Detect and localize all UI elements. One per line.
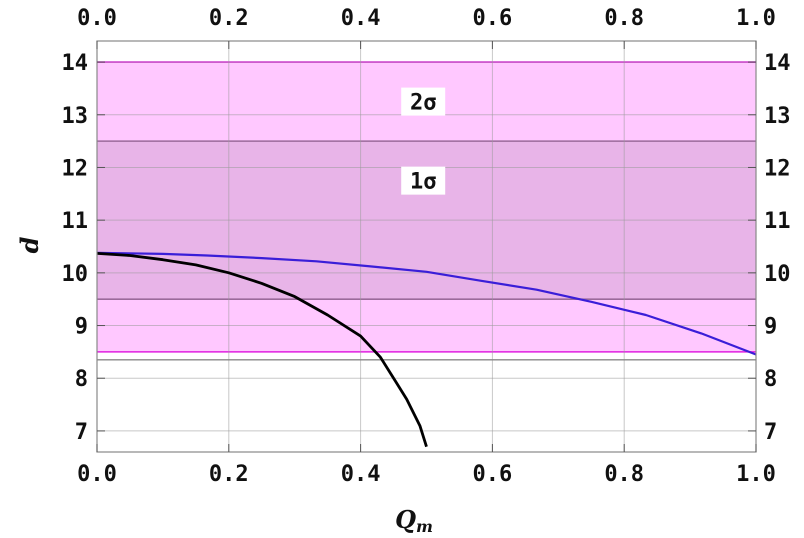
y-tick-label-right-3: 10 bbox=[764, 262, 791, 287]
x-tick-label-top-4: 0.8 bbox=[604, 6, 644, 31]
x-tick-label-bottom-4: 0.8 bbox=[604, 462, 644, 487]
series-line-1 bbox=[96, 252, 428, 448]
x-tick-label-bottom-5: 1.0 bbox=[736, 462, 776, 487]
x-tick-label-bottom-2: 0.4 bbox=[341, 462, 381, 487]
y-tick-label-right-4: 11 bbox=[764, 209, 791, 234]
y-tick-label-left-2: 9 bbox=[75, 315, 88, 340]
x-tick-label-top-0: 0.0 bbox=[77, 6, 117, 31]
y-tick-label-right-2: 9 bbox=[764, 315, 777, 340]
series-line-0 bbox=[96, 251, 757, 356]
y-tick-label-right-7: 14 bbox=[764, 51, 791, 76]
x-tick-label-top-3: 0.6 bbox=[473, 6, 513, 31]
x-tick-label-top-1: 0.2 bbox=[209, 6, 249, 31]
band-label-bg-0 bbox=[401, 87, 446, 116]
y-tick-label-left-7: 14 bbox=[62, 51, 89, 76]
ticks: 0.0 0.0 0.2 0.2 0.4 0.4 0.6 0.6 0.8 0.8 1.0 1.0 7 7 8 8… bbox=[62, 6, 791, 487]
band-label-bg-1 bbox=[401, 166, 446, 195]
plot-frame bbox=[96, 40, 757, 453]
y-tick-label-left-3: 10 bbox=[62, 262, 89, 287]
y-tick-label-right-6: 13 bbox=[764, 104, 791, 129]
band-label-0: 2σ bbox=[410, 91, 437, 116]
band-labels: 2σ 1σ bbox=[401, 87, 446, 195]
x-tick-label-bottom-3: 0.6 bbox=[473, 462, 513, 487]
series-lines bbox=[96, 251, 757, 448]
x-tick-label-bottom-0: 0.0 bbox=[77, 462, 117, 487]
y-tick-label-left-6: 13 bbox=[62, 104, 89, 129]
band-label-1: 1σ bbox=[410, 170, 437, 195]
x-axis-title: Qm bbox=[395, 505, 433, 536]
y-tick-label-right-1: 8 bbox=[764, 367, 777, 392]
y-tick-label-left-0: 7 bbox=[75, 420, 88, 445]
y-axis-title: d bbox=[15, 236, 44, 253]
y-tick-label-left-1: 8 bbox=[75, 367, 88, 392]
y-tick-label-left-5: 12 bbox=[62, 156, 89, 181]
x-axis-title-subscript: m bbox=[416, 517, 433, 536]
y-tick-label-right-5: 12 bbox=[764, 156, 791, 181]
x-tick-label-top-2: 0.4 bbox=[341, 6, 381, 31]
y-tick-label-left-4: 11 bbox=[62, 209, 89, 234]
y-tick-label-right-0: 7 bbox=[764, 420, 777, 445]
x-tick-label-top-5: 1.0 bbox=[736, 6, 776, 31]
x-tick-label-bottom-1: 0.2 bbox=[209, 462, 249, 487]
